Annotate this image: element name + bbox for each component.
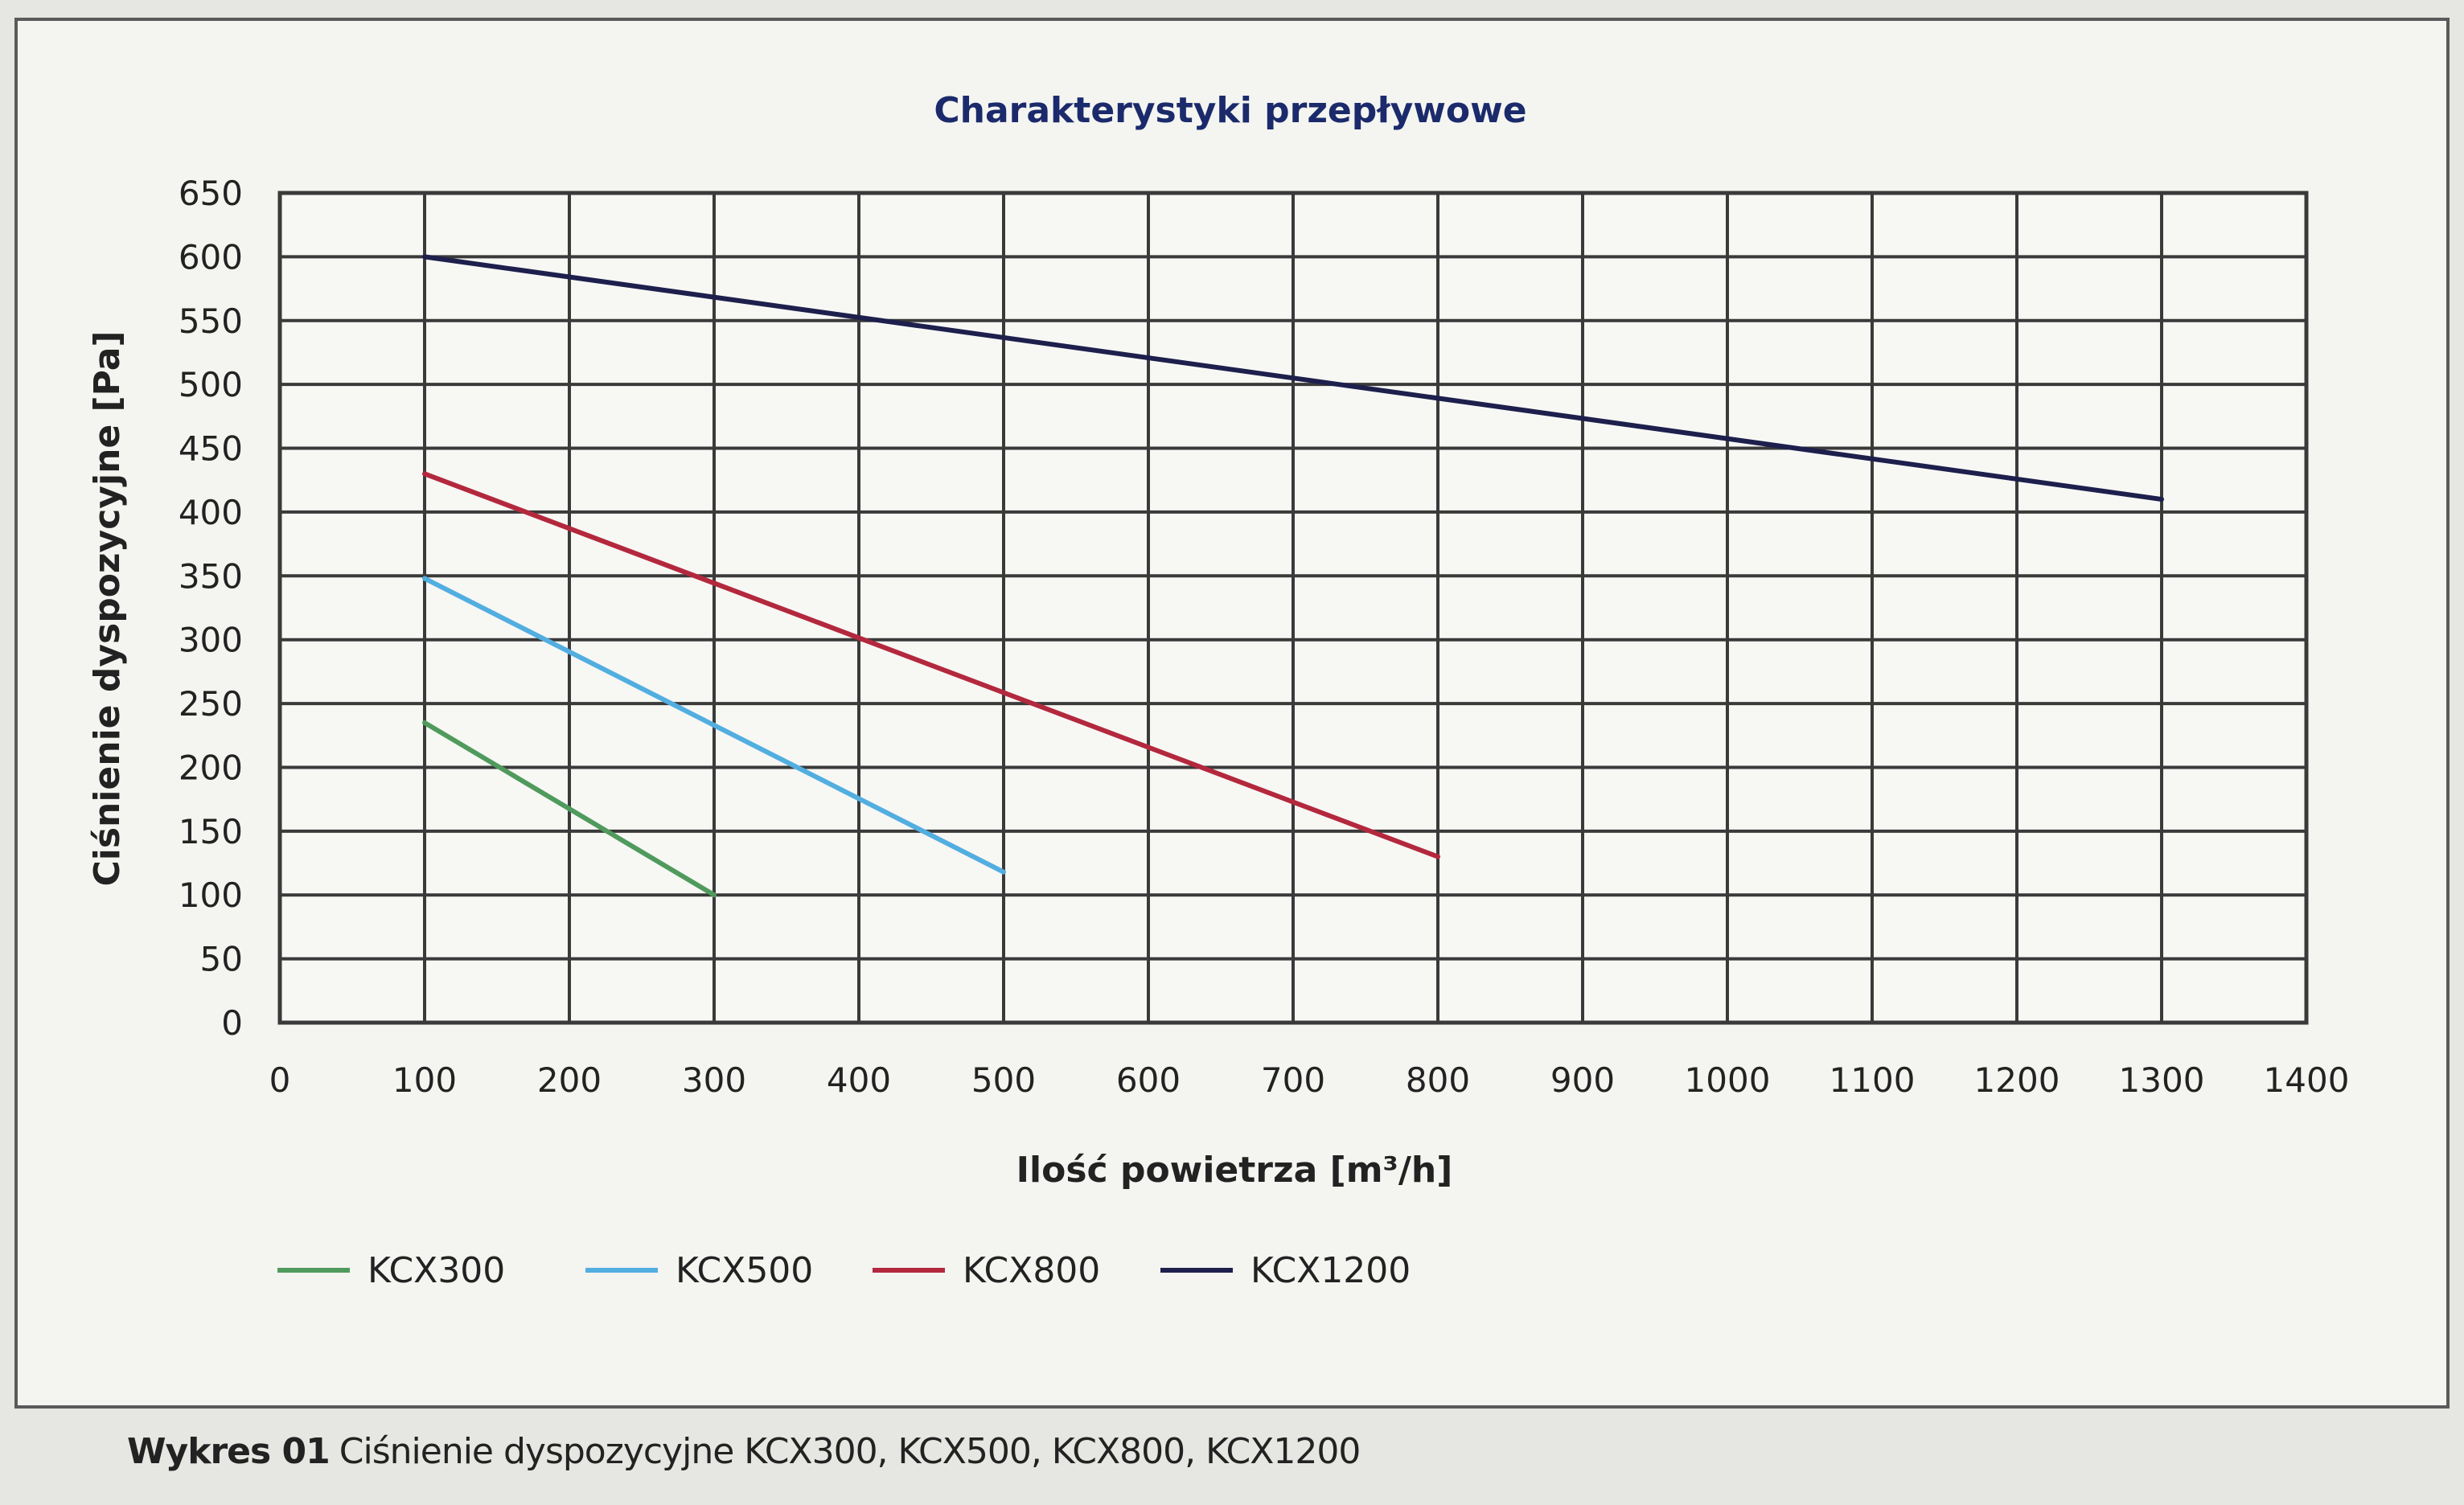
y-tick-label: 0 bbox=[221, 1003, 243, 1043]
x-tick-label: 200 bbox=[537, 1060, 602, 1100]
x-tick-label: 800 bbox=[1406, 1060, 1470, 1100]
legend-label-kcx1200: KCX1200 bbox=[1250, 1250, 1411, 1291]
y-tick-label: 250 bbox=[179, 684, 243, 724]
x-tick-label: 1300 bbox=[2119, 1060, 2205, 1100]
x-tick-label: 1400 bbox=[2264, 1060, 2350, 1100]
caption-label: Wykres 01 bbox=[127, 1431, 331, 1472]
caption-text: Ciśnienie dyspozycyjne KCX300, KCX500, K… bbox=[339, 1431, 1361, 1472]
y-tick-label: 400 bbox=[179, 493, 243, 532]
x-tick-label: 100 bbox=[392, 1060, 457, 1100]
series-lines bbox=[422, 254, 2164, 898]
y-tick-label: 150 bbox=[179, 812, 243, 851]
y-tick-label: 100 bbox=[179, 876, 243, 915]
x-tick-label: 0 bbox=[269, 1060, 291, 1100]
y-tick-label: 450 bbox=[179, 429, 243, 469]
y-tick-label: 600 bbox=[179, 237, 243, 277]
y-axis-label: Ciśnienie dyspozycyjne [Pa] bbox=[87, 330, 128, 886]
y-tick-label: 650 bbox=[179, 174, 243, 213]
series-line-kcx500 bbox=[422, 576, 1006, 875]
x-tick-label: 600 bbox=[1116, 1060, 1181, 1100]
x-tick-label: 1200 bbox=[1974, 1060, 2060, 1100]
x-tick-label: 900 bbox=[1550, 1060, 1615, 1100]
chart-legend: KCX300 KCX500 KCX800 KCX1200 bbox=[277, 1250, 1411, 1291]
y-tick-label: 50 bbox=[200, 940, 243, 979]
y-tick-label: 200 bbox=[179, 748, 243, 787]
figure-caption: Wykres 01 Ciśnienie dyspozycyjne KCX300, … bbox=[127, 1431, 1361, 1472]
x-tick-label: 300 bbox=[682, 1060, 746, 1100]
axis-ticks: 0 100 200 300 400 500 600 700 800 900 1000 1100 1200… bbox=[179, 174, 2350, 1100]
plot-grid bbox=[277, 191, 2309, 1025]
x-axis-label: Ilość powietrza [m³/h] bbox=[1016, 1150, 1453, 1191]
x-tick-label: 700 bbox=[1261, 1060, 1325, 1100]
x-tick-label: 1100 bbox=[1830, 1060, 1916, 1100]
series-line-kcx300 bbox=[422, 720, 717, 898]
y-tick-label: 550 bbox=[179, 301, 243, 341]
x-tick-label: 500 bbox=[971, 1060, 1036, 1100]
y-tick-label: 350 bbox=[179, 556, 243, 596]
y-tick-label: 300 bbox=[179, 621, 243, 660]
legend-label-kcx300: KCX300 bbox=[368, 1250, 505, 1291]
series-line-kcx1200 bbox=[422, 254, 2164, 502]
x-tick-label: 400 bbox=[827, 1060, 891, 1100]
series-line-kcx800 bbox=[422, 471, 1440, 859]
y-tick-label: 500 bbox=[179, 365, 243, 404]
legend-label-kcx800: KCX800 bbox=[963, 1250, 1100, 1291]
legend-label-kcx500: KCX500 bbox=[676, 1250, 813, 1291]
chart-title: Charakterystyki przepływowe bbox=[934, 90, 1526, 131]
x-tick-label: 1000 bbox=[1685, 1060, 1771, 1100]
